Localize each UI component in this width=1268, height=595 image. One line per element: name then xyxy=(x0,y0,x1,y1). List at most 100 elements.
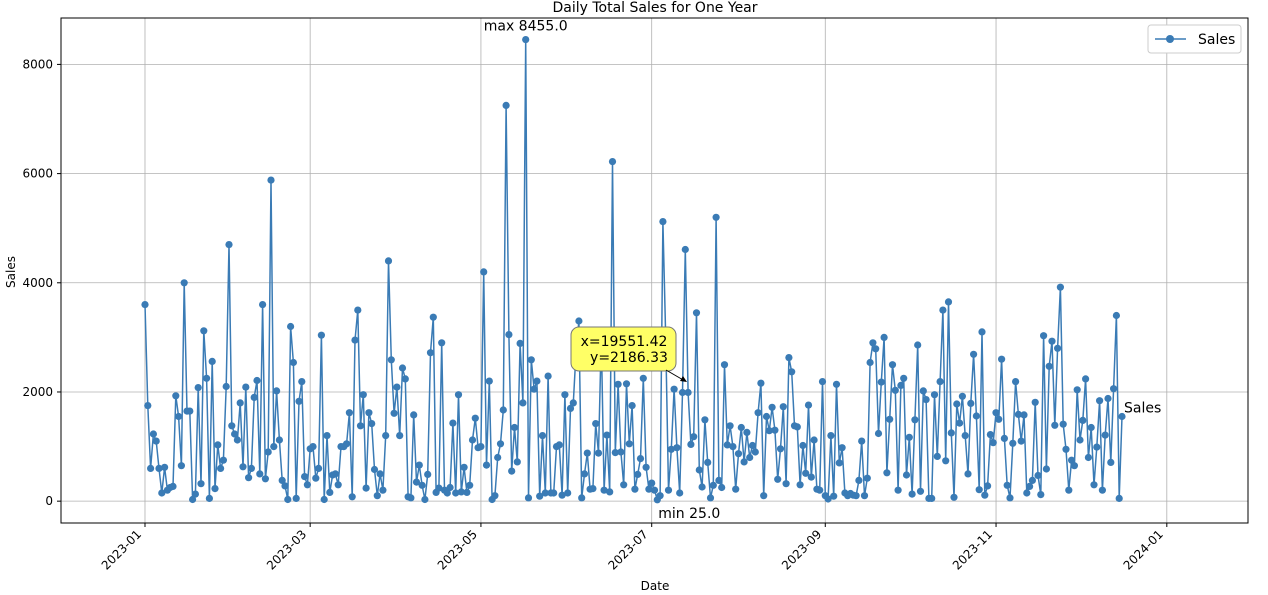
data-point xyxy=(603,431,611,439)
sales-series[interactable] xyxy=(141,36,1126,504)
data-point xyxy=(205,494,213,502)
data-point xyxy=(429,313,437,321)
data-point xyxy=(191,490,199,498)
y-tick-label: 4000 xyxy=(22,276,53,290)
data-point xyxy=(362,484,370,492)
data-point xyxy=(452,489,460,497)
data-point xyxy=(214,441,222,449)
data-point xyxy=(161,463,169,471)
data-point xyxy=(880,333,888,341)
data-point xyxy=(972,412,981,420)
data-point xyxy=(1014,410,1023,418)
data-point xyxy=(1093,443,1101,451)
data-point xyxy=(793,423,801,431)
data-point xyxy=(802,469,810,477)
data-point xyxy=(953,400,961,408)
data-point xyxy=(992,409,1000,417)
data-point xyxy=(343,440,351,448)
data-point xyxy=(250,393,258,401)
data-point xyxy=(746,453,754,462)
data-point xyxy=(407,494,415,502)
data-point xyxy=(975,486,983,494)
data-point xyxy=(284,495,292,504)
data-point xyxy=(583,449,591,457)
data-point xyxy=(928,494,936,502)
data-point xyxy=(275,436,283,444)
data-point xyxy=(788,368,796,376)
data-point xyxy=(558,491,566,499)
data-point xyxy=(860,492,869,500)
data-point xyxy=(981,491,989,499)
data-point xyxy=(211,485,219,493)
data-point xyxy=(1115,494,1123,502)
data-point xyxy=(141,301,149,309)
data-point xyxy=(830,492,838,500)
data-point xyxy=(1073,386,1081,394)
data-point xyxy=(782,480,790,488)
data-point xyxy=(984,482,992,490)
data-point xyxy=(438,339,446,347)
data-point xyxy=(398,364,407,372)
data-point xyxy=(242,383,250,391)
data-point xyxy=(270,443,278,451)
data-point xyxy=(228,422,236,430)
data-point xyxy=(189,495,197,504)
data-point xyxy=(401,375,409,383)
data-point xyxy=(656,492,664,500)
data-point xyxy=(779,403,787,411)
data-point xyxy=(446,483,454,492)
data-point xyxy=(740,458,748,466)
data-point xyxy=(648,479,656,487)
data-point xyxy=(1017,437,1025,445)
data-point xyxy=(958,392,967,400)
data-point xyxy=(667,445,675,453)
data-point xyxy=(1054,344,1062,352)
data-point xyxy=(538,432,547,440)
data-point xyxy=(709,481,717,489)
data-point xyxy=(922,396,930,404)
data-point xyxy=(886,415,894,423)
data-point xyxy=(664,486,673,494)
data-point xyxy=(634,470,642,478)
data-point xyxy=(236,399,244,407)
data-point xyxy=(231,430,239,438)
data-point xyxy=(180,279,188,287)
data-point xyxy=(858,437,866,445)
data-point xyxy=(961,432,969,440)
data-point xyxy=(1040,332,1048,340)
data-point xyxy=(387,356,395,364)
data-point xyxy=(410,411,418,419)
data-point xyxy=(883,469,891,477)
data-point xyxy=(334,481,342,489)
data-point xyxy=(396,432,404,440)
data-point xyxy=(569,399,577,407)
data-point xyxy=(1062,445,1070,453)
legend: Sales xyxy=(1147,24,1242,54)
data-point xyxy=(1051,421,1059,429)
data-point xyxy=(1059,420,1067,428)
data-point xyxy=(718,483,726,492)
data-point xyxy=(942,457,950,465)
min-annotation: min 25.0 xyxy=(658,506,720,522)
data-point xyxy=(620,481,628,489)
data-point xyxy=(533,377,541,385)
data-point xyxy=(177,462,185,470)
data-point xyxy=(222,382,230,391)
tooltip-y-text: y=2186.33 xyxy=(590,350,668,366)
data-point xyxy=(259,301,267,309)
data-point xyxy=(936,378,944,386)
x-tick-label: 2023-01 xyxy=(99,527,144,572)
tooltip-x-text: x=19551.42 xyxy=(581,334,668,350)
data-point xyxy=(373,492,381,500)
data-point xyxy=(687,440,695,448)
data-point xyxy=(421,495,429,504)
data-point xyxy=(536,492,544,500)
data-point xyxy=(524,494,533,502)
data-point xyxy=(639,374,647,382)
data-point xyxy=(933,452,941,460)
legend-label-sales: Sales xyxy=(1198,32,1235,48)
data-point xyxy=(692,309,701,317)
data-point xyxy=(765,427,773,435)
data-point xyxy=(292,494,300,502)
